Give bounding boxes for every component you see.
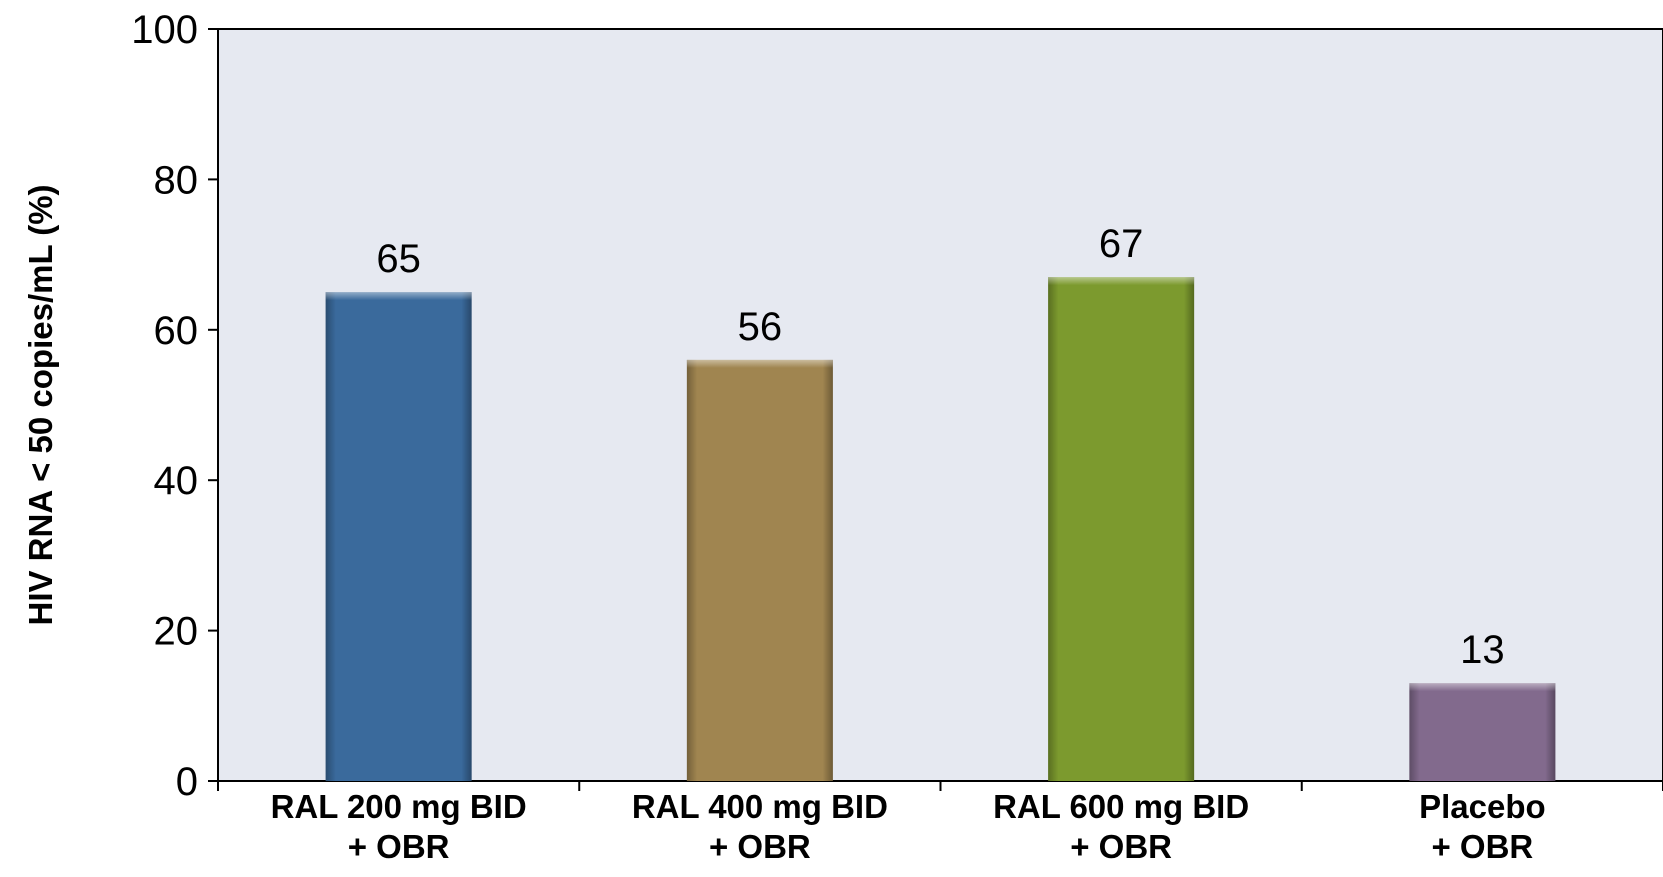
bar-bevel xyxy=(325,292,472,781)
bar-highlight xyxy=(1048,277,1195,286)
y-tick-label: 0 xyxy=(176,760,198,804)
data-labels-group: 65 56 67 13 xyxy=(376,222,1504,672)
y-tick-label: 80 xyxy=(154,158,199,202)
category-label-line2: + OBR xyxy=(1431,828,1533,865)
bar-bevel xyxy=(1048,277,1195,781)
category-label-line2: + OBR xyxy=(348,828,450,865)
bar-bevel xyxy=(1409,683,1556,781)
y-axis-title: HIV RNA < 50 copies/mL (%) xyxy=(22,184,59,625)
bar-value-label: 67 xyxy=(1099,222,1144,266)
y-tick-label: 20 xyxy=(154,610,199,654)
y-tick-label: 40 xyxy=(154,459,199,503)
category-label-line2: + OBR xyxy=(709,828,811,865)
category-label-line1: RAL 600 mg BID xyxy=(993,788,1249,825)
bar-value-label: 56 xyxy=(738,305,783,349)
category-label-line1: RAL 400 mg BID xyxy=(632,788,888,825)
bar-highlight xyxy=(1409,683,1556,692)
y-axis: 0 20 40 60 80 100 xyxy=(131,8,218,804)
bars-group xyxy=(325,277,1556,781)
y-tick-label: 60 xyxy=(154,309,199,353)
category-label-line1: Placebo xyxy=(1419,788,1546,825)
bar-highlight xyxy=(686,359,833,368)
category-label-line1: RAL 200 mg BID xyxy=(271,788,527,825)
category-label-line2: + OBR xyxy=(1070,828,1172,865)
bar-value-label: 65 xyxy=(376,237,421,281)
bar-highlight xyxy=(325,292,472,301)
bar-bevel xyxy=(686,359,833,781)
bar-value-label: 13 xyxy=(1460,628,1505,672)
y-tick-label: 100 xyxy=(131,8,198,52)
